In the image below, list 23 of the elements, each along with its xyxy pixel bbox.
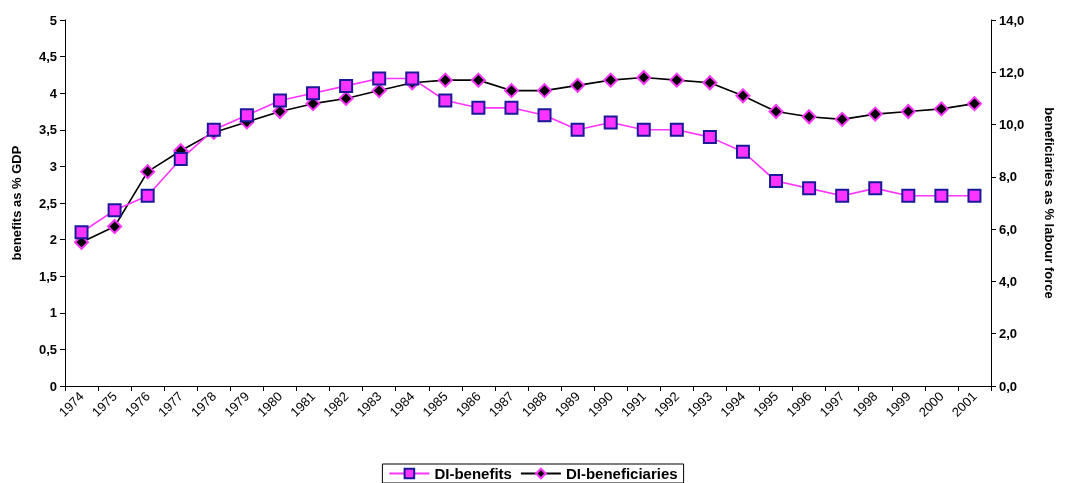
- y-tick-label: 1: [49, 305, 57, 321]
- y-tick-label: 4,5: [38, 49, 57, 65]
- y2-axis-title: beneficiaries as % labour force: [1042, 107, 1057, 299]
- y-axis-title: benefits as % GDP: [9, 145, 24, 261]
- y-tick-label: 5: [49, 12, 57, 28]
- y-tick-label: 1,5: [38, 268, 57, 284]
- y2-tick-label: 10,0: [999, 117, 1025, 133]
- y2-tick-label: 12,0: [999, 64, 1025, 80]
- legend-label: DI-beneficiaries: [565, 465, 678, 482]
- y2-tick-label: 4,0: [999, 273, 1018, 289]
- y2-tick-label: 14,0: [999, 12, 1025, 28]
- y-tick-label: 0,5: [38, 341, 57, 357]
- y-tick-label: 3,5: [38, 122, 57, 138]
- y-tick-label: 0: [49, 378, 57, 394]
- legend-label: DI-benefits: [434, 465, 512, 482]
- y2-tick-label: 0,0: [999, 378, 1018, 394]
- y2-tick-label: 8,0: [999, 169, 1018, 185]
- y-tick-label: 2,5: [38, 195, 57, 211]
- y2-tick-label: 2,0: [999, 326, 1018, 342]
- y-tick-label: 2: [49, 232, 57, 248]
- y-tick-label: 4: [49, 85, 58, 101]
- y2-tick-label: 6,0: [999, 221, 1018, 237]
- y-tick-label: 3: [49, 158, 57, 174]
